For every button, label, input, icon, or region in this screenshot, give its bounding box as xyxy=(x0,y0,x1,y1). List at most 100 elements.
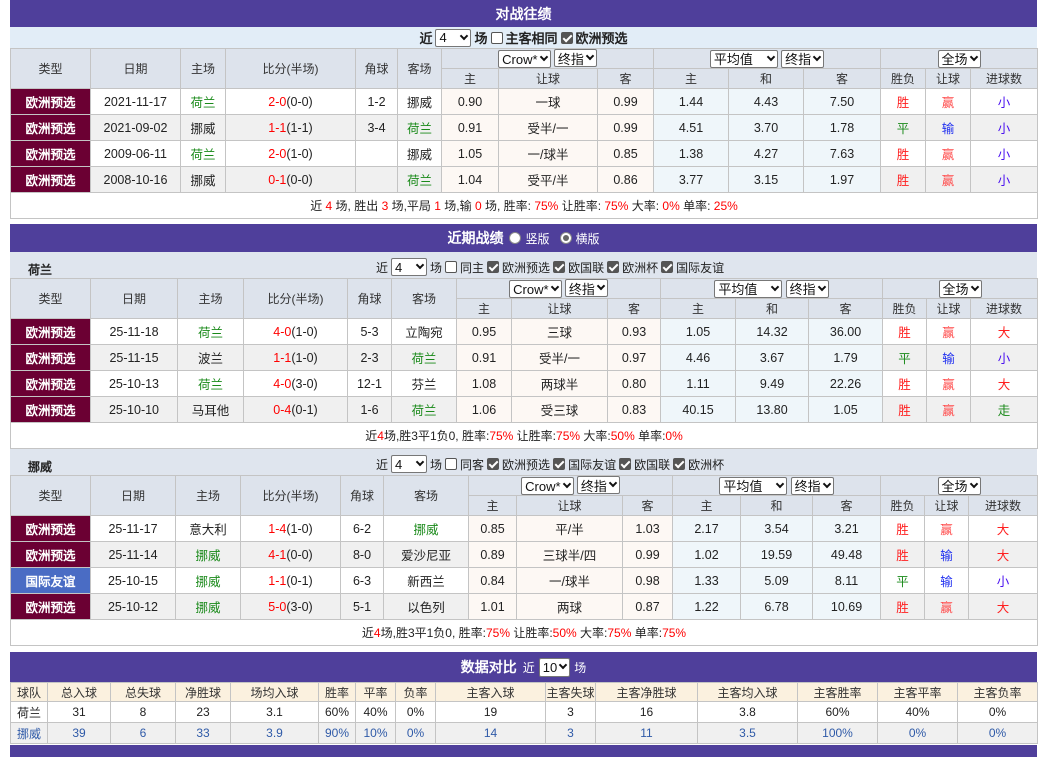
full-score[interactable]: 4-0 xyxy=(273,376,292,391)
away-team[interactable]: 挪威 xyxy=(383,515,469,542)
subheader-cell: 主 xyxy=(672,495,742,516)
summary-row: 近4场,胜3平1负0, 胜率:75% 让胜率:50% 大率:75% 单率:75% xyxy=(9,619,1039,646)
league-checkbox[interactable] xyxy=(487,458,500,470)
match-type-badge[interactable]: 国际友谊 xyxy=(10,567,91,594)
away-team[interactable]: 以色列 xyxy=(383,593,469,620)
scope-select[interactable]: 全场 xyxy=(938,279,982,298)
match-date: 25-10-12 xyxy=(90,593,176,620)
away-team[interactable]: 芬兰 xyxy=(391,370,457,397)
match-type-badge[interactable]: 欧洲预选 xyxy=(10,318,91,345)
company-select[interactable]: Crow* xyxy=(498,50,551,68)
league-checkbox[interactable] xyxy=(553,458,566,470)
scope-select[interactable]: 全场 xyxy=(937,476,981,495)
full-score[interactable]: 4-0 xyxy=(273,324,292,339)
league-checkbox[interactable] xyxy=(487,261,500,273)
full-score[interactable]: 1-1 xyxy=(268,120,287,135)
full-score[interactable]: 4-1 xyxy=(268,547,287,562)
summary-part: 场, 胜出 xyxy=(332,199,382,213)
league-checkbox[interactable] xyxy=(553,261,566,273)
full-score[interactable]: 2-0 xyxy=(268,146,287,161)
full-score[interactable]: 5-0 xyxy=(268,599,287,614)
count-select[interactable]: 4 xyxy=(435,28,472,47)
full-score[interactable]: 0-1 xyxy=(268,172,287,187)
company-select[interactable]: Crow* xyxy=(509,280,562,298)
same-venue-label: 同客 xyxy=(460,457,485,472)
scope-select[interactable]: 全场 xyxy=(937,49,981,68)
away-team[interactable]: 立陶宛 xyxy=(391,318,457,345)
full-score[interactable]: 1-1 xyxy=(273,350,292,365)
average-select[interactable]: 平均值 xyxy=(709,49,778,68)
match-type-badge[interactable]: 欧洲预选 xyxy=(10,114,91,141)
league-checkbox[interactable] xyxy=(661,261,674,273)
odds-kind-select[interactable]: 终指 xyxy=(553,49,597,67)
league-checkbox[interactable] xyxy=(673,458,686,470)
away-team[interactable]: 挪威 xyxy=(397,140,442,167)
away-team[interactable]: 荷兰 xyxy=(391,396,457,423)
away-team[interactable]: 荷兰 xyxy=(397,114,442,141)
score-cell: 4-1(0-0) xyxy=(240,541,341,568)
summary-part: 让胜率: xyxy=(558,199,605,213)
match-type-badge[interactable]: 欧洲预选 xyxy=(10,370,91,397)
full-score[interactable]: 1-1 xyxy=(268,573,287,588)
home-team[interactable]: 挪威 xyxy=(175,541,241,568)
match-type-badge[interactable]: 欧洲预选 xyxy=(10,88,91,115)
average-select[interactable]: 平均值 xyxy=(719,476,788,495)
away-team[interactable]: 挪威 xyxy=(397,88,442,115)
home-team[interactable]: 波兰 xyxy=(177,344,244,371)
count-select[interactable]: 4 xyxy=(391,455,428,473)
match-type-badge[interactable]: 欧洲预选 xyxy=(10,593,91,620)
compare-count-select[interactable]: 10 xyxy=(538,657,571,677)
average-select[interactable]: 平均值 xyxy=(714,279,783,298)
company-select[interactable]: Crow* xyxy=(521,477,574,495)
euro-kind-select[interactable]: 终指 xyxy=(785,279,829,298)
home-team[interactable]: 荷兰 xyxy=(177,370,244,397)
match-type-badge[interactable]: 欧洲预选 xyxy=(10,344,91,371)
euro-home: 2.17 xyxy=(672,515,742,542)
home-team[interactable]: 荷兰 xyxy=(177,318,244,345)
home-team[interactable]: 意大利 xyxy=(175,515,241,542)
same-venue-checkbox[interactable] xyxy=(490,31,503,44)
home-team[interactable]: 荷兰 xyxy=(180,88,226,115)
match-type-badge[interactable]: 欧洲预选 xyxy=(10,396,91,423)
match-type-badge[interactable]: 欧洲预选 xyxy=(10,541,91,568)
euro-kind-select[interactable]: 终指 xyxy=(790,476,834,495)
radio-icon[interactable] xyxy=(559,232,572,244)
full-score[interactable]: 0-4 xyxy=(273,402,292,417)
odds-kind-select[interactable]: 终指 xyxy=(576,476,620,494)
score-cell: 0-4(0-1) xyxy=(243,396,348,423)
half-score: (1-0) xyxy=(286,146,313,161)
away-team[interactable]: 新西兰 xyxy=(383,567,469,594)
euro-home: 1.22 xyxy=(672,593,742,620)
home-team[interactable]: 挪威 xyxy=(180,114,226,141)
home-team[interactable]: 马耳他 xyxy=(177,396,244,423)
col-score: 比分(半场) xyxy=(225,48,356,89)
summary-part: 近 xyxy=(361,626,374,640)
view-option-vertical[interactable]: 竖版 xyxy=(509,230,550,247)
view-option-horizontal[interactable]: 横版 xyxy=(559,230,600,247)
away-team[interactable]: 荷兰 xyxy=(397,166,442,193)
away-team[interactable]: 荷兰 xyxy=(391,344,457,371)
same-venue-checkbox[interactable] xyxy=(445,458,458,470)
league-checkbox[interactable] xyxy=(619,458,632,470)
same-venue-checkbox[interactable] xyxy=(445,261,458,273)
result-over-under: 大 xyxy=(970,318,1039,345)
away-team[interactable]: 爱沙尼亚 xyxy=(383,541,469,568)
full-score[interactable]: 1-4 xyxy=(268,521,287,536)
count-select[interactable]: 4 xyxy=(391,258,428,276)
league-checkbox[interactable] xyxy=(560,31,573,44)
home-team[interactable]: 挪威 xyxy=(175,567,241,594)
result-over-under: 小 xyxy=(968,567,1039,594)
match-type-badge[interactable]: 欧洲预选 xyxy=(10,166,91,193)
match-type-badge[interactable]: 欧洲预选 xyxy=(10,140,91,167)
home-team[interactable]: 挪威 xyxy=(175,593,241,620)
table-row: 欧洲预选 25-11-15 波兰 1-1(1-0) 2-3 荷兰 0.91 受半/一 0.97 4… xyxy=(10,344,1039,371)
odds-kind-select[interactable]: 终指 xyxy=(564,279,608,297)
full-score[interactable]: 2-0 xyxy=(268,94,287,109)
euro-kind-select[interactable]: 终指 xyxy=(781,49,825,68)
table-row: 国际友谊 25-10-15 挪威 1-1(0-1) 6-3 新西兰 0.84 一/球半 0.98… xyxy=(10,567,1039,594)
match-type-badge[interactable]: 欧洲预选 xyxy=(10,515,91,542)
league-checkbox[interactable] xyxy=(607,261,620,273)
home-team[interactable]: 挪威 xyxy=(180,166,226,193)
radio-icon[interactable] xyxy=(509,232,522,244)
home-team[interactable]: 荷兰 xyxy=(180,140,226,167)
